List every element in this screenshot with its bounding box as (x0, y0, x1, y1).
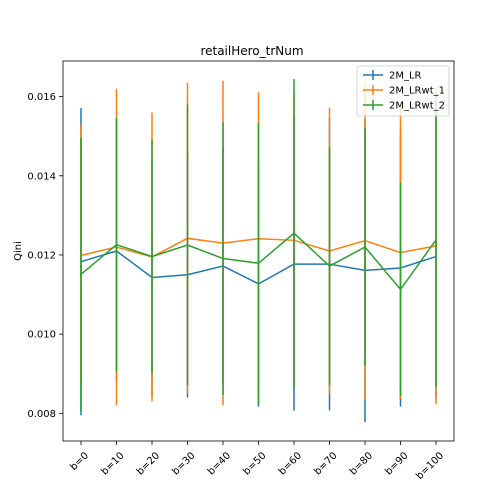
chart-title: retailHero_trNum (200, 44, 303, 58)
data-point (364, 246, 366, 249)
data-point (399, 288, 402, 291)
series-2M_LRwt_2 (80, 78, 437, 411)
legend: 2M_LR 2M_LRwt_1 2M_LRwt_2 (356, 65, 450, 117)
data-point (151, 255, 153, 258)
data-point (293, 232, 295, 235)
y-axis-label: Qini (13, 241, 24, 261)
data-point (222, 257, 224, 260)
data-point (115, 243, 118, 246)
legend-label: 2M_LRwt_1 (389, 86, 445, 97)
y-tick-label: 0.008 (27, 409, 56, 420)
legend-box (356, 65, 450, 117)
data-point (328, 265, 331, 268)
data-point (257, 262, 260, 265)
data-point (435, 238, 437, 241)
data-point (80, 273, 82, 276)
series-layer (80, 78, 437, 422)
legend-label: 2M_LRwt_2 (389, 101, 445, 112)
y-tick-label: 0.016 (27, 92, 56, 103)
y-tick-label: 0.010 (27, 330, 56, 341)
y-tick-label: 0.014 (27, 171, 56, 182)
legend-label: 2M_LR (389, 71, 422, 82)
y-tick-label: 0.012 (27, 250, 56, 261)
data-point (186, 244, 189, 247)
